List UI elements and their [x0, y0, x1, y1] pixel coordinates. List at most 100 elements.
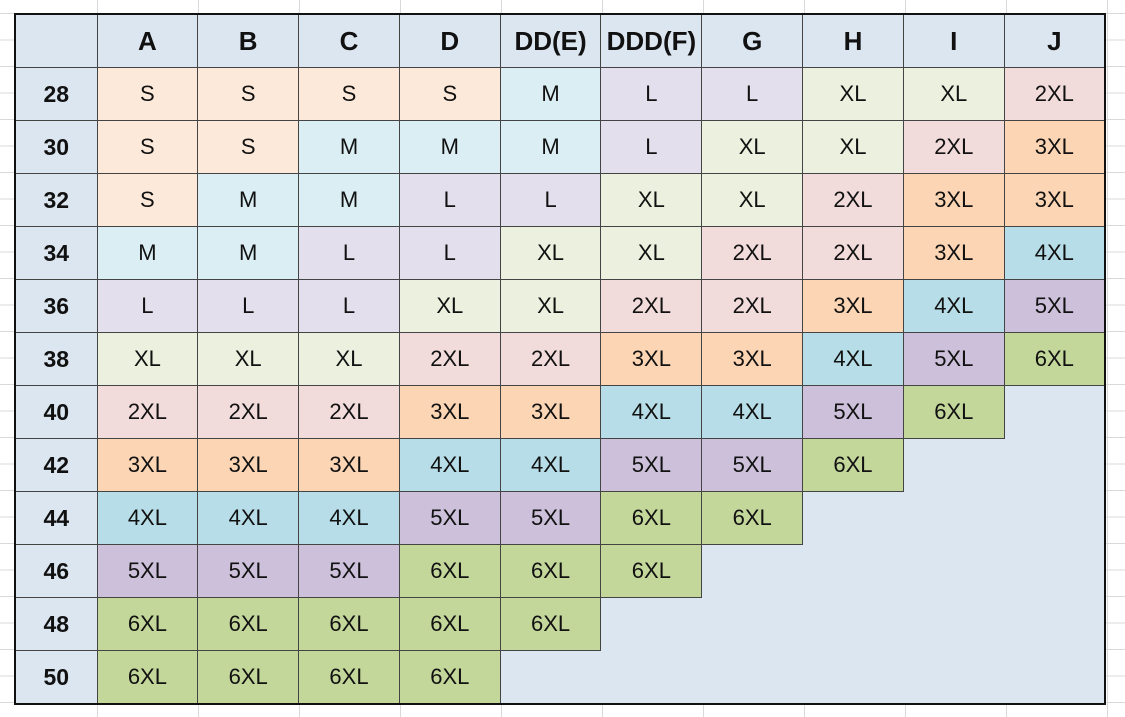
size-cell: 3XL [902, 226, 1005, 280]
table-row: 48 6XL 6XL 6XL 6XL 6XL [14, 597, 1105, 651]
table-row: 50 6XL 6XL 6XL 6XL [14, 650, 1105, 705]
size-cell: 2XL [802, 226, 904, 280]
size-cell: 6XL [96, 650, 199, 705]
size-cell: 4XL [499, 438, 602, 492]
size-cell: 6XL [902, 385, 1005, 439]
size-cell: 2XL [1003, 67, 1106, 121]
size-cell: 6XL [1003, 332, 1106, 386]
size-cell: 6XL [600, 491, 703, 545]
size-cell: L [600, 67, 703, 121]
size-cell: S [398, 67, 501, 121]
size-cell: XL [600, 226, 703, 280]
column-header: A [96, 13, 199, 68]
size-cell: 6XL [499, 544, 602, 598]
size-cell: 3XL [802, 279, 904, 333]
empty-cell [701, 544, 1105, 598]
size-cell: L [96, 279, 199, 333]
table-row: 30 S S M M M L XL XL 2XL 3XL [14, 120, 1106, 174]
size-cell: 4XL [96, 491, 199, 545]
row-header: 44 [14, 491, 98, 545]
size-cell: 3XL [398, 385, 501, 439]
size-cell: 2XL [701, 279, 804, 333]
size-cell: 5XL [1003, 279, 1106, 333]
size-cell: L [701, 67, 804, 121]
size-cell: L [398, 226, 501, 280]
column-header: I [902, 13, 1005, 68]
column-header: G [701, 13, 804, 68]
empty-cell [802, 491, 1105, 545]
column-header: C [298, 13, 400, 68]
size-cell: 3XL [600, 332, 703, 386]
row-header: 32 [14, 173, 98, 227]
size-cell: S [96, 173, 199, 227]
size-cell: 6XL [398, 597, 501, 651]
row-header: 42 [14, 438, 98, 492]
column-header: J [1003, 13, 1106, 68]
size-cell: M [398, 120, 501, 174]
size-cell: 5XL [197, 544, 300, 598]
size-cell: XL [197, 332, 300, 386]
size-cell: 3XL [197, 438, 300, 492]
size-cell: 3XL [902, 173, 1005, 227]
size-cell: XL [701, 120, 804, 174]
row-header: 36 [14, 279, 98, 333]
size-cell: 5XL [96, 544, 199, 598]
table-row: 38 XL XL XL 2XL 2XL 3XL 3XL 4XL 5XL 6XL [14, 332, 1106, 386]
table-body: 28 S S S S M L L XL XL 2XL 30 S S M M M L XL XL 2XL 3XL 32 S M M L… [14, 67, 1106, 705]
size-cell: M [298, 173, 400, 227]
size-cell: L [197, 279, 300, 333]
size-cell: XL [499, 279, 602, 333]
size-cell: 5XL [398, 491, 501, 545]
size-cell: 6XL [398, 544, 501, 598]
table-row: 36 L L L XL XL 2XL 2XL 3XL 4XL 5XL [14, 279, 1106, 333]
column-header: DD(E) [499, 13, 602, 68]
size-cell: 2XL [701, 226, 804, 280]
size-cell: S [197, 67, 300, 121]
size-cell: XL [902, 67, 1005, 121]
size-cell: 2XL [802, 173, 904, 227]
size-cell: M [298, 120, 400, 174]
size-cell: 6XL [298, 650, 400, 705]
empty-cell [903, 438, 1105, 492]
table-row: 40 2XL 2XL 2XL 3XL 3XL 4XL 4XL 5XL 6XL [14, 385, 1105, 439]
size-cell: 5XL [701, 438, 804, 492]
size-cell: S [96, 120, 199, 174]
table-row: 44 4XL 4XL 4XL 5XL 5XL 6XL 6XL [14, 491, 1105, 545]
size-cell: XL [298, 332, 400, 386]
table-row: 34 M M L L XL XL 2XL 2XL 3XL 4XL [14, 226, 1106, 280]
header-row: A B C D DD(E) DDD(F) G H I J [14, 13, 1106, 68]
size-cell: M [197, 173, 300, 227]
size-cell: XL [96, 332, 199, 386]
column-header: H [802, 13, 904, 68]
size-cell: 6XL [701, 491, 804, 545]
size-cell: 2XL [600, 279, 703, 333]
size-cell: 2XL [298, 385, 400, 439]
row-header: 46 [14, 544, 98, 598]
column-header: DDD(F) [600, 13, 703, 68]
size-cell: XL [701, 173, 804, 227]
size-cell: S [197, 120, 300, 174]
size-cell: 6XL [398, 650, 501, 705]
empty-cell [1004, 385, 1105, 439]
row-header: 34 [14, 226, 98, 280]
table-row: 46 5XL 5XL 5XL 6XL 6XL 6XL [14, 544, 1105, 598]
size-cell: XL [600, 173, 703, 227]
size-cell: XL [398, 279, 501, 333]
size-cell: 2XL [96, 385, 199, 439]
size-cell: 4XL [802, 332, 904, 386]
size-cell: 2XL [499, 332, 602, 386]
table-row: 32 S M M L L XL XL 2XL 3XL 3XL [14, 173, 1106, 227]
size-cell: 5XL [600, 438, 703, 492]
size-cell: 4XL [197, 491, 300, 545]
size-cell: XL [802, 120, 904, 174]
size-cell: L [600, 120, 703, 174]
corner-cell [14, 13, 98, 68]
size-cell: 6XL [197, 597, 300, 651]
row-header: 48 [14, 597, 98, 651]
size-cell: 3XL [1003, 120, 1106, 174]
row-header: 30 [14, 120, 98, 174]
column-header: D [398, 13, 501, 68]
size-cell: L [499, 173, 602, 227]
size-cell: XL [499, 226, 602, 280]
